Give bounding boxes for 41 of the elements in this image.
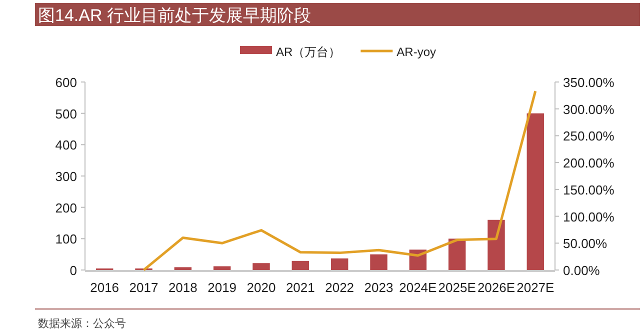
y2-tick-label: 250.00% [563, 128, 615, 144]
y2-tick-label: 200.00% [563, 156, 615, 171]
bar [252, 263, 270, 270]
x-tick-label: 2027E [516, 280, 555, 295]
bar [292, 260, 310, 270]
bar [370, 254, 388, 270]
y2-tick-label: 300.00% [563, 102, 615, 117]
x-tick-label: 2024E [399, 280, 438, 295]
legend-label: AR（万台） [276, 45, 341, 59]
y2-tick-label: 50.00% [563, 236, 608, 252]
y-tick-label: 300 [55, 169, 77, 184]
bar [213, 266, 231, 270]
x-tick-label: 2018 [168, 280, 198, 295]
x-tick-label: 2026E [477, 280, 516, 295]
bar [330, 258, 348, 270]
x-tick-label: 2019 [208, 280, 237, 295]
x-tick-label: 2017 [129, 280, 158, 295]
y-tick-label: 500 [55, 106, 77, 122]
x-tick-label: 2016 [90, 280, 120, 295]
x-tick-label: 2022 [325, 280, 354, 295]
y-tick-label: 0 [70, 263, 77, 278]
y2-tick-label: 350.00% [563, 75, 615, 90]
line-series [142, 90, 537, 272]
source-note: 数据来源：公众号 [38, 317, 126, 330]
y-tick-label: 400 [55, 138, 77, 153]
chart-title: 图14.AR 行业目前处于发展早期阶段 [38, 6, 311, 25]
bar [488, 220, 505, 270]
x-tick-label: 2023 [364, 280, 394, 295]
bar [448, 238, 466, 270]
y2-tick-label: 100.00% [563, 209, 615, 224]
x-tick-label: 2025E [438, 280, 476, 295]
y2-tick-label: 150.00% [563, 182, 615, 198]
x-tick-label: 2020 [246, 280, 276, 295]
bar [174, 267, 192, 270]
y2-tick-label: 0.00% [563, 263, 600, 278]
legend-label: AR-yoy [396, 45, 436, 59]
y-tick-label: 200 [55, 200, 77, 216]
y-tick-label: 600 [55, 75, 77, 90]
y-tick-label: 100 [55, 232, 77, 247]
bar [526, 113, 544, 270]
x-tick-label: 2021 [286, 280, 315, 295]
